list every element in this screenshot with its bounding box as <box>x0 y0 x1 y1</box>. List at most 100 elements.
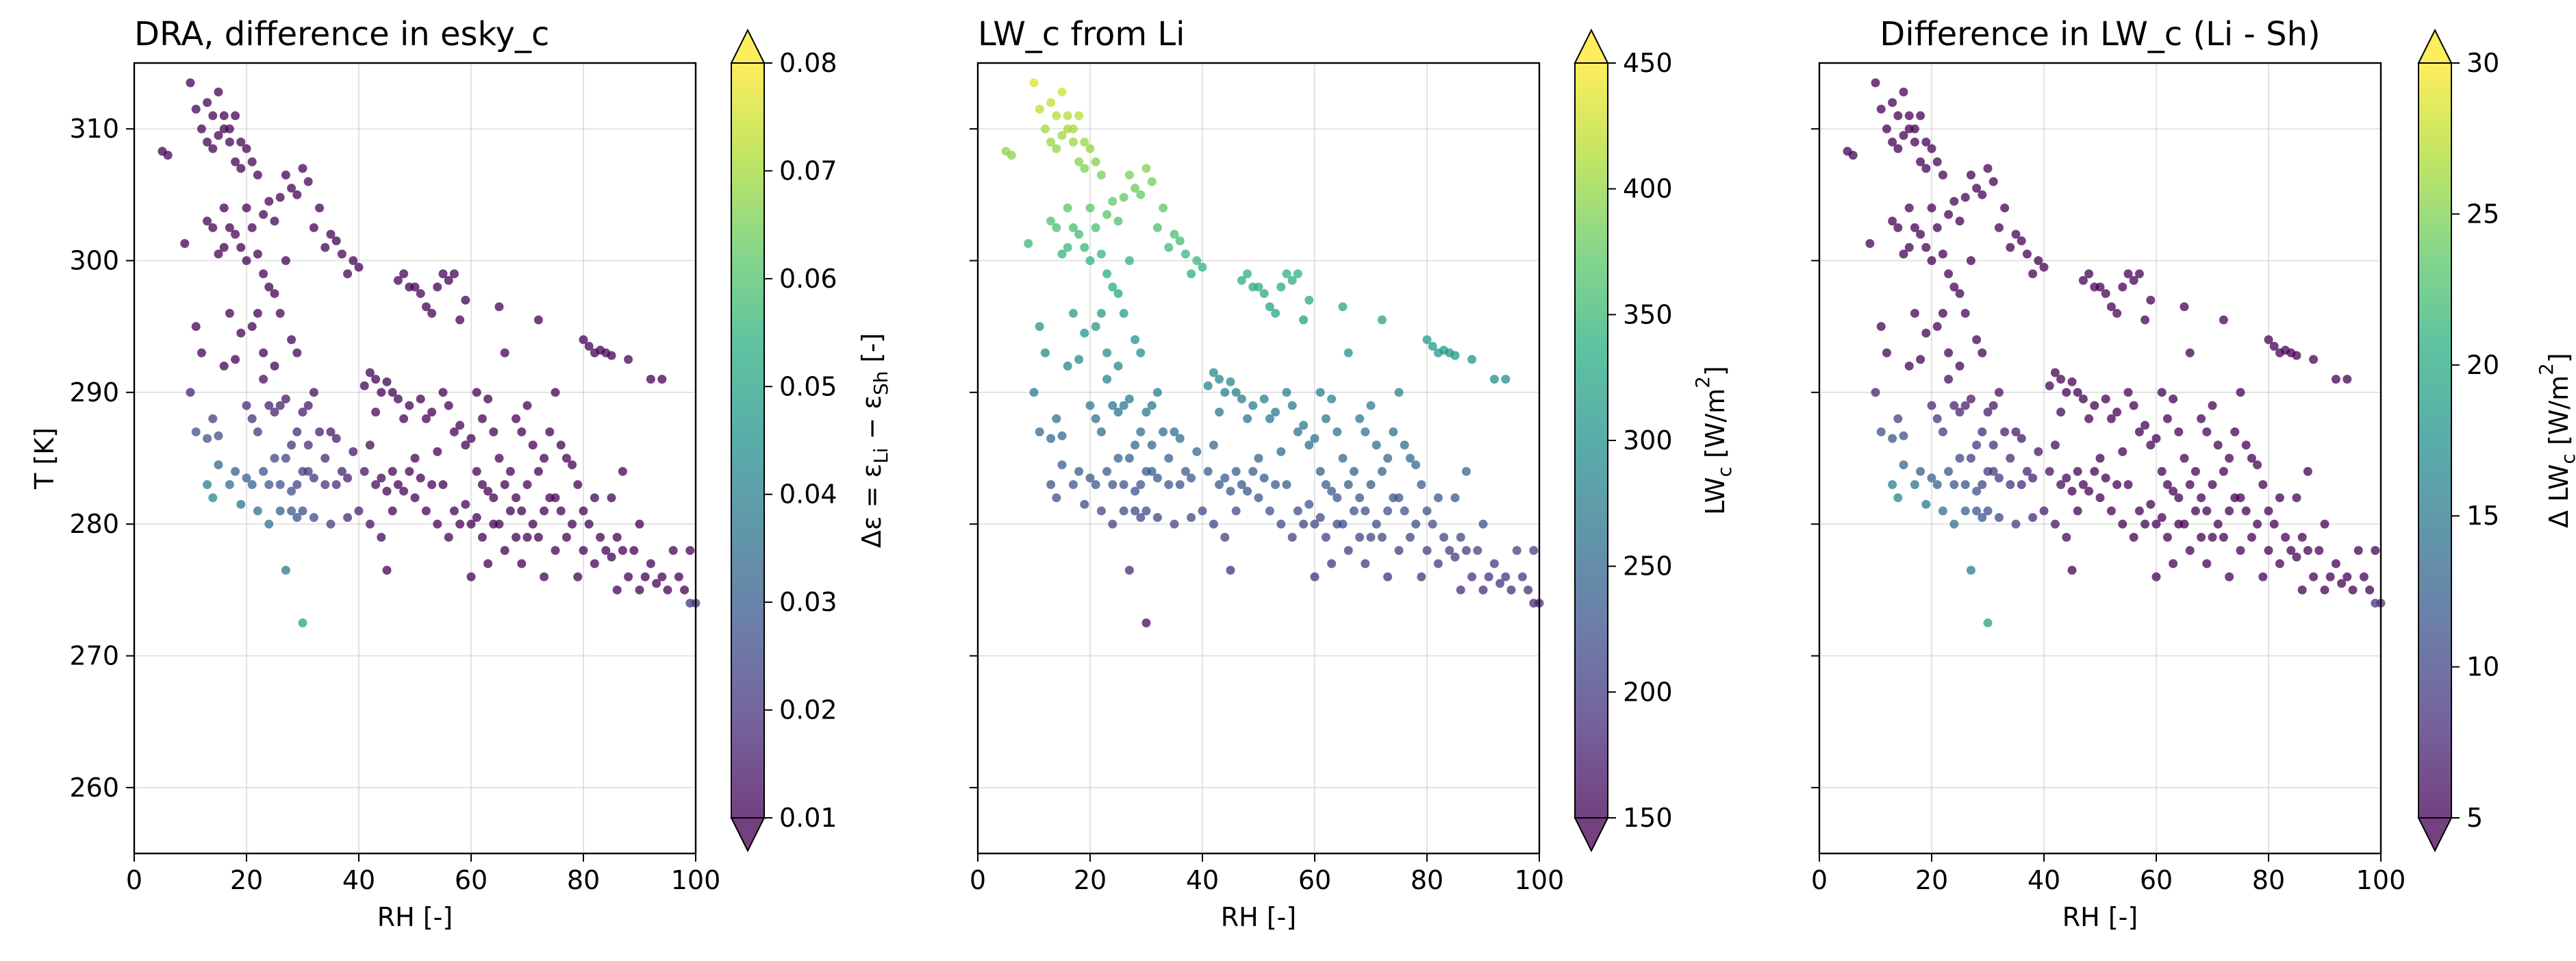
scatter-point <box>303 440 313 450</box>
scatter-point <box>1293 506 1302 516</box>
scatter-point <box>365 519 375 529</box>
x-tick-label: 40 <box>2028 865 2060 895</box>
scatter-point <box>517 506 527 516</box>
scatter-point <box>1080 164 1089 173</box>
scatter-point <box>1124 256 1134 265</box>
scatter-point <box>405 401 414 410</box>
scatter-point <box>186 388 195 397</box>
scatter-point <box>1287 401 1297 410</box>
scatter-point <box>1243 269 1252 279</box>
scatter-point <box>2056 408 2066 417</box>
scatter-point <box>1383 506 1393 516</box>
scatter-point <box>449 506 459 516</box>
scatter-point <box>1315 466 1325 476</box>
scatter-point <box>1124 565 1134 575</box>
scatter-point <box>2353 546 2363 556</box>
scatter-point <box>2157 388 2167 397</box>
scatter-point <box>1085 144 1095 153</box>
scatter-point <box>2084 486 2094 496</box>
scatter-point <box>2000 427 2010 437</box>
scatter-point <box>1383 453 1393 463</box>
scatter-point <box>1063 361 1072 371</box>
scatter-point <box>472 388 481 397</box>
scatter-point <box>298 506 307 516</box>
scatter-point <box>1377 532 1387 542</box>
scatter-point <box>1983 408 1993 417</box>
scatter-point <box>2118 447 2127 456</box>
scatter-point <box>1231 506 1241 516</box>
scatter-point <box>1865 238 1875 248</box>
scatter-point <box>2017 236 2026 246</box>
colorbar-frame <box>731 62 765 819</box>
scatter-point <box>1113 361 1123 371</box>
colorbar-tick-label: 25 <box>2466 199 2499 229</box>
scatter-point <box>331 434 341 443</box>
scatter-point <box>399 414 409 423</box>
scatter-point <box>1276 447 1286 456</box>
scatter-point <box>1876 104 1886 114</box>
scatter-point <box>1978 190 1987 199</box>
scatter-point <box>1888 434 1897 443</box>
scatter-point <box>231 157 240 166</box>
scatter-point <box>2331 559 2340 569</box>
scatter-point <box>1108 282 1117 292</box>
scatter-point <box>2219 532 2228 542</box>
scatter-point <box>1287 275 1297 285</box>
scatter-point <box>163 151 173 160</box>
scatter-point <box>1338 519 1348 529</box>
scatter-point <box>1007 151 1016 160</box>
scatter-point <box>275 506 285 516</box>
scatter-point <box>1882 348 1891 358</box>
scatter-point <box>247 479 257 489</box>
scatter-point <box>1029 388 1039 397</box>
scatter-point <box>1085 256 1095 265</box>
scatter-point <box>2078 394 2088 403</box>
scatter-point <box>584 342 594 351</box>
x-tick-label: 60 <box>455 865 488 895</box>
scatter-point <box>2309 572 2319 582</box>
x-ticks: 0 20 40 60 80 100 <box>126 853 720 895</box>
colorbar-extend-max <box>2417 28 2453 64</box>
scatter-point <box>2359 572 2369 582</box>
scatter-point <box>1136 190 1146 199</box>
scatter-point <box>1372 519 1381 529</box>
scatter-point <box>1091 414 1100 423</box>
scatter-point <box>1024 238 1033 248</box>
scatter-point <box>1871 78 1880 88</box>
scatter-point <box>1955 216 1965 226</box>
scatter-point <box>208 111 218 121</box>
x-tick-label: 40 <box>342 865 375 895</box>
scatter-point <box>2297 585 2307 595</box>
scatter-point <box>2112 479 2122 489</box>
scatter-point <box>1910 137 1919 147</box>
scatter-point <box>287 506 296 516</box>
scatter-point <box>1944 348 1954 358</box>
scatter-point <box>663 585 672 595</box>
scatter-point <box>1932 414 1942 423</box>
scatter-point <box>298 408 307 417</box>
scatter-point <box>2056 479 2066 489</box>
scatter-point <box>2146 499 2156 509</box>
scatter-point <box>1170 229 1179 239</box>
scatter-point <box>477 479 487 489</box>
scatter-point <box>382 486 392 496</box>
scatter-point <box>1124 170 1134 179</box>
scatter-point <box>2095 453 2105 463</box>
scatter-point <box>1904 111 1914 121</box>
scatter-point <box>275 192 285 202</box>
scatter-point <box>1237 275 1246 285</box>
scatter-point <box>1276 519 1286 529</box>
scatter-point <box>466 572 476 582</box>
scatter-point <box>1938 308 1947 318</box>
scatter-point <box>1916 111 1925 121</box>
scatter-point <box>1400 506 1409 516</box>
scatter-point <box>231 355 240 364</box>
scatter-point <box>1972 440 1982 450</box>
scatter-point <box>2219 466 2228 476</box>
scatter-point <box>1949 479 1959 489</box>
scatter-point <box>2039 506 2049 516</box>
colorbar-extend-min <box>2417 817 2453 853</box>
scatter-point <box>1096 308 1106 318</box>
scatter-point <box>1243 414 1252 423</box>
scatter-point <box>1517 572 1527 582</box>
